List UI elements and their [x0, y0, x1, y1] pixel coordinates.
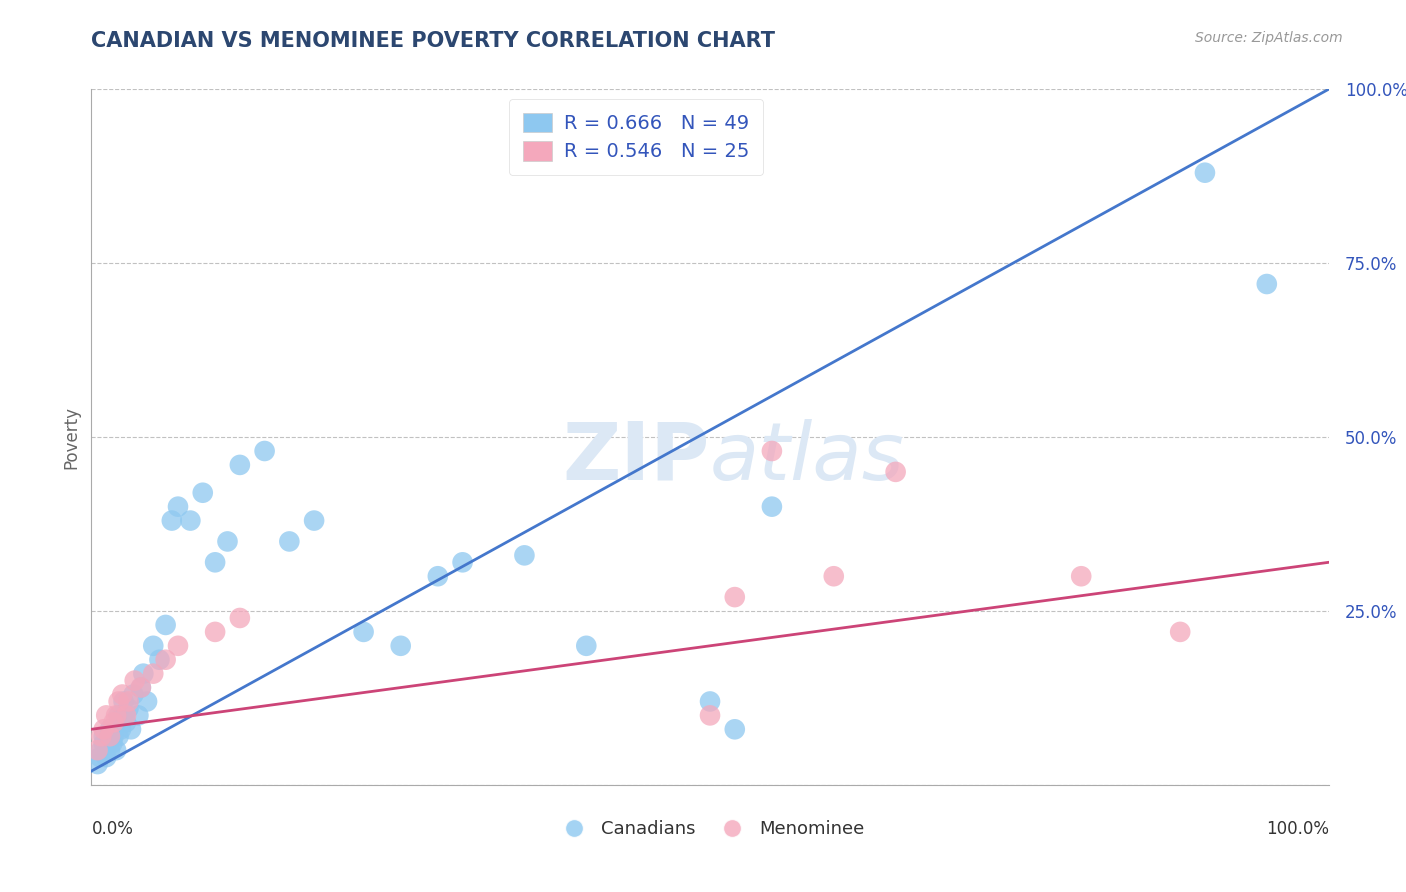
Point	[89, 750, 111, 764]
Point	[98, 723, 121, 737]
Point	[129, 681, 152, 695]
Point	[353, 624, 375, 639]
Point	[117, 694, 139, 708]
Point	[96, 708, 118, 723]
Point	[90, 729, 112, 743]
Point	[1168, 624, 1191, 639]
Point	[107, 708, 129, 723]
Point	[699, 708, 721, 723]
Point	[724, 590, 747, 604]
Point	[101, 736, 124, 750]
Point	[98, 743, 121, 757]
Legend: Canadians, Menominee: Canadians, Menominee	[548, 814, 872, 846]
Point	[110, 723, 132, 737]
Point	[115, 715, 138, 730]
Point	[90, 743, 112, 757]
Point	[575, 639, 598, 653]
Point	[93, 736, 115, 750]
Point	[117, 701, 139, 715]
Point	[86, 743, 108, 757]
Point	[155, 618, 177, 632]
Text: 0.0%: 0.0%	[91, 821, 134, 838]
Point	[191, 485, 214, 500]
Point	[148, 653, 170, 667]
Point	[217, 534, 239, 549]
Point	[105, 743, 128, 757]
Point	[724, 723, 747, 737]
Point	[761, 444, 783, 458]
Point	[86, 757, 108, 772]
Point	[160, 514, 183, 528]
Point	[253, 444, 276, 458]
Point	[1256, 277, 1278, 291]
Point	[136, 694, 159, 708]
Point	[112, 694, 135, 708]
Point	[229, 458, 252, 472]
Point	[229, 611, 252, 625]
Point	[302, 514, 325, 528]
Point	[761, 500, 783, 514]
Point	[513, 549, 536, 563]
Point	[699, 694, 721, 708]
Point	[107, 729, 129, 743]
Point	[167, 500, 190, 514]
Point	[120, 723, 142, 737]
Point	[278, 534, 301, 549]
Point	[132, 666, 155, 681]
Text: CANADIAN VS MENOMINEE POVERTY CORRELATION CHART: CANADIAN VS MENOMINEE POVERTY CORRELATIO…	[91, 31, 775, 51]
Point	[111, 688, 134, 702]
Point	[142, 666, 165, 681]
Point	[98, 729, 121, 743]
Point	[204, 555, 226, 569]
Point	[155, 653, 177, 667]
Point	[127, 708, 149, 723]
Point	[107, 694, 129, 708]
Point	[167, 639, 190, 653]
Point	[426, 569, 449, 583]
Point	[122, 688, 145, 702]
Point	[115, 708, 138, 723]
Point	[1070, 569, 1092, 583]
Point	[105, 708, 128, 723]
Point	[823, 569, 845, 583]
Point	[389, 639, 412, 653]
Text: atlas: atlas	[710, 419, 905, 497]
Point	[142, 639, 165, 653]
Point	[124, 673, 146, 688]
Point	[103, 729, 125, 743]
Text: 100.0%: 100.0%	[1265, 821, 1329, 838]
Point	[103, 715, 125, 730]
Point	[96, 736, 118, 750]
Point	[179, 514, 201, 528]
Text: Source: ZipAtlas.com: Source: ZipAtlas.com	[1195, 31, 1343, 45]
Y-axis label: Poverty: Poverty	[62, 406, 80, 468]
Point	[93, 729, 115, 743]
Point	[884, 465, 907, 479]
Point	[1194, 166, 1216, 180]
Point	[129, 681, 152, 695]
Point	[111, 708, 134, 723]
Point	[204, 624, 226, 639]
Point	[451, 555, 474, 569]
Point	[96, 750, 118, 764]
Text: ZIP: ZIP	[562, 419, 710, 497]
Point	[93, 723, 115, 737]
